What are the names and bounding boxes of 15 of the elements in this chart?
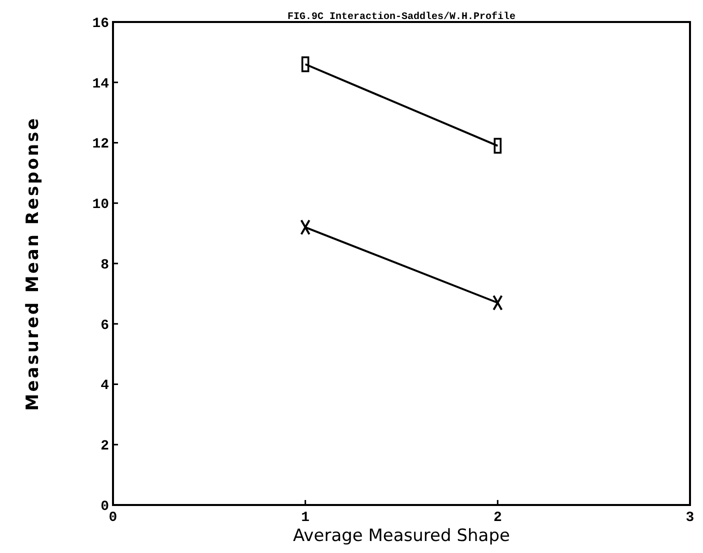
x-tick-label: 2	[493, 510, 502, 526]
x-tick-label: 1	[301, 510, 310, 526]
y-axis-title: Measured Mean Response	[23, 116, 43, 411]
y-tick-label: 12	[92, 136, 109, 153]
y-tick-label: 14	[92, 76, 109, 92]
y-tick-label: 16	[92, 16, 109, 32]
x-axis-title: Average Measured Shape	[293, 526, 510, 546]
y-tick-label: 4	[100, 378, 109, 394]
chart-title: FIG.9C Interaction-Saddles/W.H.Profile	[287, 11, 516, 23]
y-tick-label: 8	[100, 257, 109, 274]
y-tick-label: 10	[92, 197, 109, 214]
x-tick-label: 3	[686, 510, 694, 526]
y-tick-label: 0	[100, 498, 109, 515]
y-tick-label: 2	[100, 438, 109, 455]
y-tick-label: 6	[100, 318, 109, 334]
